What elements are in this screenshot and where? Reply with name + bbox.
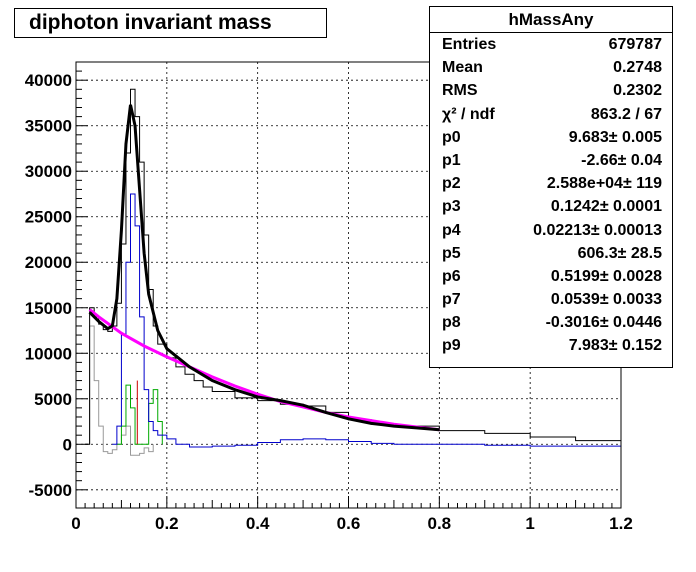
stats-row: χ² / ndf 863.2 / 67 [430, 103, 672, 126]
stats-row-label: p7 [442, 291, 461, 309]
stats-row-value: 0.0539± 0.0033 [550, 291, 662, 309]
stats-row: p0 9.683± 0.005 [430, 126, 672, 149]
stats-row: p2 2.588e+04± 119 [430, 172, 672, 195]
x-tick-label: 0.2 [155, 514, 179, 533]
stats-row-value: 0.1242± 0.0001 [550, 198, 662, 216]
series-layer [85, 88, 622, 456]
stats-row-label: p9 [442, 337, 461, 355]
y-tick-label: 35000 [25, 117, 72, 136]
stats-row-value: 2.588e+04± 119 [546, 175, 662, 193]
stats-row-value: 9.683± 0.005 [568, 128, 662, 146]
y-tick-label: 25000 [25, 208, 72, 227]
stats-row: p1 -2.66± 0.04 [430, 149, 672, 172]
x-tick-label: 1.2 [609, 514, 633, 533]
y-tick-label: 15000 [25, 299, 72, 318]
stats-row-value: 0.02213± 0.00013 [533, 221, 662, 239]
stats-row-value: 606.3± 28.5 [577, 244, 662, 262]
axes: 0 0.2 0.4 0.6 0.8 1 1.2 -5000 0 5000 10000 15000 200… [25, 70, 633, 533]
x-tick-label: 0 [71, 514, 80, 533]
stats-row: p9 7.983± 0.152 [430, 334, 672, 357]
stats-rows: Entries 679787 Mean 0.2748 RMS 0.2302 χ² / ndf… [430, 33, 672, 358]
stats-row-label: p6 [442, 267, 461, 285]
stats-row: p4 0.02213± 0.00013 [430, 219, 672, 242]
stats-row-label: p2 [442, 175, 461, 193]
y-tick-label: 10000 [25, 344, 72, 363]
stats-row-label: p8 [442, 314, 461, 332]
y-tick-label: 20000 [25, 253, 72, 272]
y-tick-label: 30000 [25, 162, 72, 181]
series-total-fit [88, 104, 440, 432]
stats-row-value: 679787 [608, 36, 662, 53]
stats-row-value: -0.3016± 0.0446 [545, 314, 662, 332]
stats-row-label: p5 [442, 244, 461, 262]
x-tick-label: 0.4 [246, 514, 270, 533]
stats-row: p5 606.3± 28.5 [430, 242, 672, 265]
stats-row-value: 7.983± 0.152 [568, 337, 662, 355]
series-signal-subtracted [112, 193, 621, 448]
stats-row: p6 0.5199± 0.0028 [430, 265, 672, 288]
stats-row-label: Mean [442, 59, 483, 77]
stats-row-label: p4 [442, 221, 461, 239]
stats-row-label: Entries [442, 36, 497, 53]
x-tick-label: 0.8 [428, 514, 452, 533]
stats-row-label: p1 [442, 151, 461, 169]
stats-row: p8 -0.3016± 0.0446 [430, 311, 672, 334]
x-tick-label: 0.6 [337, 514, 361, 533]
stats-row-value: 0.5199± 0.0028 [550, 267, 662, 285]
series-background-fit [88, 308, 440, 432]
y-tick-label: 40000 [25, 71, 72, 90]
chart-title: diphoton invariant mass [14, 8, 327, 38]
stats-row-value: 0.2302 [613, 82, 662, 100]
stats-row-label: p0 [442, 128, 461, 146]
stats-row: p7 0.0539± 0.0033 [430, 288, 672, 311]
stats-row: p3 0.1242± 0.0001 [430, 195, 672, 218]
y-tick-label: 5000 [34, 390, 72, 409]
stats-row-value: 863.2 / 67 [590, 105, 662, 123]
y-tick-label: 0 [63, 435, 72, 454]
stats-row-label: RMS [442, 82, 478, 100]
stats-box-title: hMassAny [430, 7, 672, 33]
series-green-component [116, 384, 163, 445]
stats-row: RMS 0.2302 [430, 79, 672, 102]
x-tick-label: 1 [525, 514, 534, 533]
stats-row-value: 0.2748 [613, 59, 662, 77]
stats-row: Entries 679787 [430, 33, 672, 56]
stats-box: hMassAny Entries 679787 Mean 0.2748 RMS 0.230… [429, 6, 673, 368]
stats-row-value: -2.66± 0.04 [581, 151, 662, 169]
stats-row: Mean 0.2748 [430, 56, 672, 79]
stats-row-label: χ² / ndf [442, 105, 495, 123]
stats-row-label: p3 [442, 198, 461, 216]
y-tick-label: -5000 [29, 481, 72, 500]
